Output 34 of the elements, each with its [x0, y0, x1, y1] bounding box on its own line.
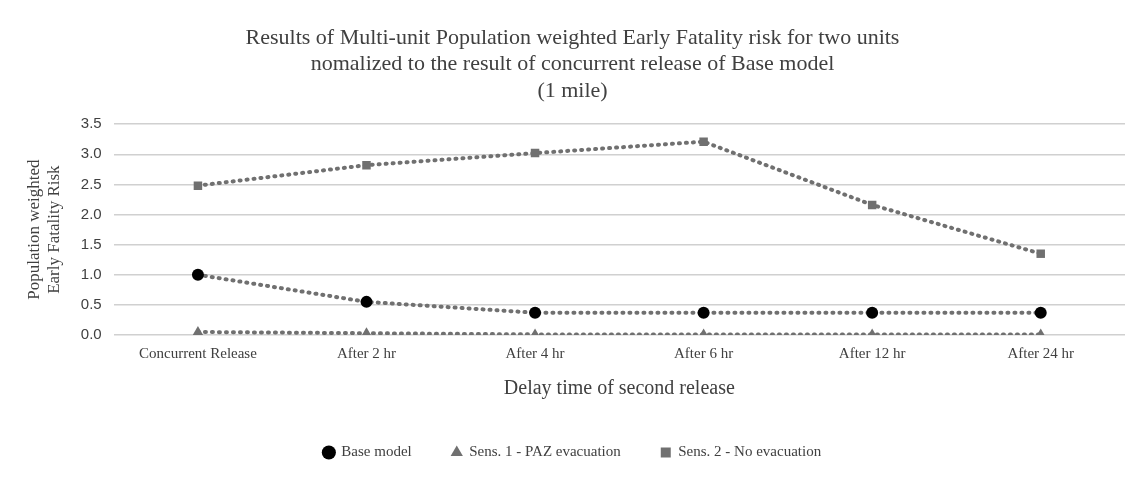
- y-tick-label: 1.5: [80, 234, 102, 252]
- x-tick-label: After 4 hr: [505, 344, 565, 361]
- y-tick-label: 3.0: [80, 144, 102, 162]
- legend-label: Base model: [341, 443, 412, 460]
- text: Population weighted: [23, 159, 43, 300]
- point: [866, 306, 879, 319]
- x-tick-label: Concurrent Release: [138, 344, 258, 361]
- y-tick-label: 1.0: [80, 264, 102, 282]
- y-tick-label: 2.5: [80, 174, 102, 192]
- x-tick-label: After 6 hr: [674, 344, 734, 361]
- point: [192, 325, 204, 335]
- y-tick-label: 2.0: [80, 204, 102, 222]
- point: [191, 268, 204, 281]
- point: [360, 295, 373, 308]
- point: [362, 160, 371, 170]
- y-tick-label: 0.5: [80, 295, 102, 313]
- point: [699, 137, 708, 146]
- y-tick-label: 0.0: [80, 325, 102, 343]
- text: Results of Multi-unit Population weighted Early Fatality risk for two units: [245, 23, 900, 49]
- point: [529, 306, 542, 319]
- x-tick-label: After 2 hr: [336, 344, 397, 361]
- point: [1036, 249, 1045, 258]
- text: Early Fatality Risk: [44, 165, 64, 294]
- point: [193, 181, 203, 190]
- text: nomalized to the result of concurrent release of Base model: [310, 50, 835, 76]
- x-axis-title: Delay time of second release: [503, 376, 735, 400]
- point: [1034, 306, 1047, 319]
- x-tick-label: After 12 hr: [838, 344, 906, 361]
- y-tick-label: 3.5: [80, 114, 102, 132]
- point: [697, 306, 710, 319]
- legend-label: Sens. 2 - No evacuation: [678, 443, 822, 460]
- legend-label: Sens. 1 - PAZ evacuation: [469, 443, 622, 460]
- x-tick-label: After 24 hr: [1007, 344, 1075, 361]
- text: (1 mile): [537, 76, 608, 102]
